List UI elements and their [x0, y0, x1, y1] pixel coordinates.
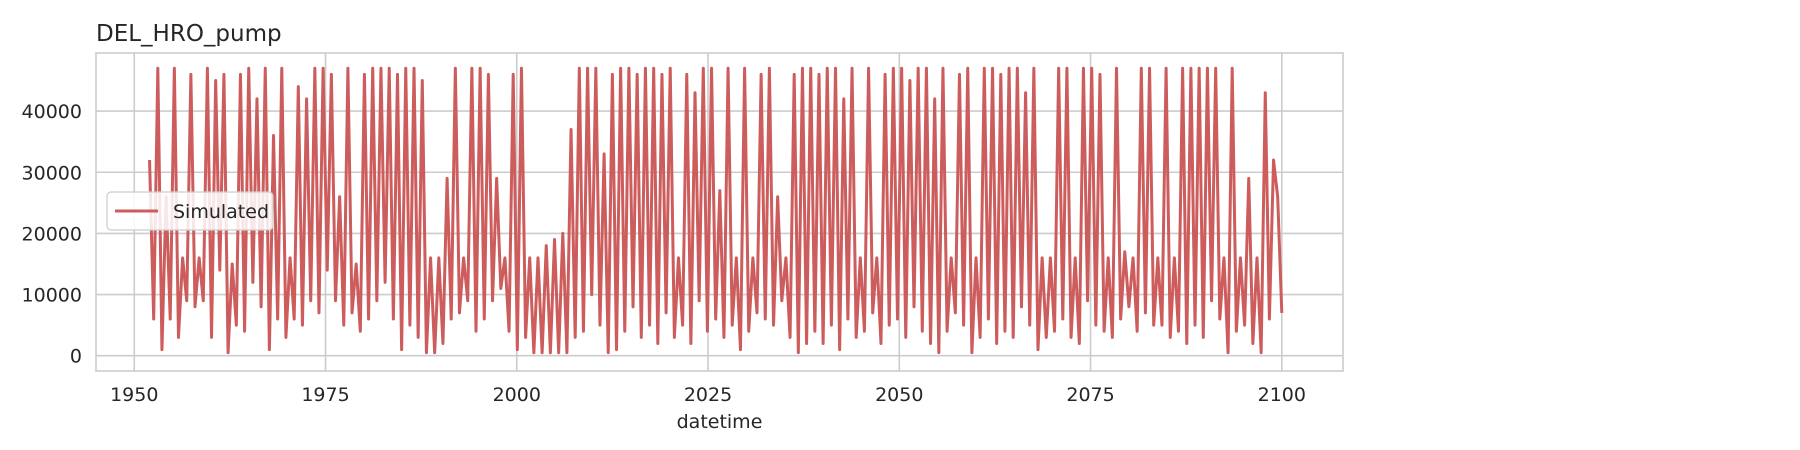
plot-frame — [95, 52, 1344, 372]
y-tick-label: 0 — [70, 346, 82, 368]
x-tick-label: 2075 — [1066, 384, 1114, 406]
x-axis-label: datetime — [677, 411, 763, 433]
series-line-simulated — [148, 66, 1284, 355]
x-tick-label: 2000 — [493, 384, 541, 406]
y-tick-labels: 0 10000 20000 30000 40000 — [22, 101, 82, 368]
series-layer — [148, 66, 1284, 355]
x-tick-label: 2050 — [875, 384, 923, 406]
legend-box — [106, 191, 274, 231]
x-tick-label: 2025 — [684, 384, 732, 406]
legend-label-simulated: Simulated — [173, 201, 269, 223]
x-tick-labels: 1950 1975 2000 2025 2050 2075 2100 — [110, 384, 1306, 406]
y-tick-label: 40000 — [22, 101, 82, 123]
y-tick-label: 30000 — [22, 162, 82, 184]
x-tick-label: 2100 — [1258, 384, 1306, 406]
x-tick-label: 1975 — [301, 384, 349, 406]
y-tick-label: 10000 — [22, 285, 82, 307]
chart-title: DEL_HRO_pump — [96, 21, 282, 47]
legend: Simulated — [106, 191, 274, 231]
y-tick-label: 20000 — [22, 223, 82, 245]
x-tick-label: 1950 — [110, 384, 158, 406]
